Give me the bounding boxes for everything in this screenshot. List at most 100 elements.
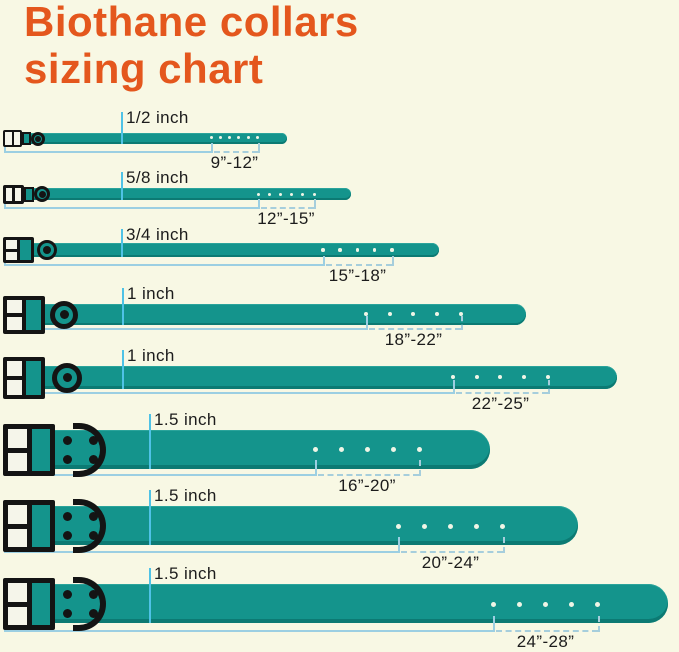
width-label: 3/4 inch	[126, 225, 189, 244]
size-range-label: 18”-22”	[384, 330, 443, 349]
page-title: Biothane collars sizing chart	[24, 0, 359, 92]
buckle-strap-channel	[26, 361, 41, 395]
collar-hole	[458, 312, 463, 316]
bracket-mid-tick	[493, 616, 495, 632]
width-label: 1 inch	[127, 346, 175, 365]
collar-hole	[338, 248, 342, 252]
buckle-window	[6, 251, 17, 260]
collar-strap	[5, 133, 287, 144]
bracket-mid-tick	[211, 143, 213, 153]
buckle-frame	[3, 578, 55, 630]
bracket-solid-line	[4, 207, 258, 209]
ring-pin-dot	[63, 373, 72, 382]
width-label: 1.5 inch	[154, 410, 217, 429]
bracket-dashed-line	[456, 392, 548, 394]
buckle-window	[8, 452, 27, 471]
buckle-frame	[3, 424, 55, 476]
size-range-label: 12”-15”	[257, 209, 315, 228]
collar-hole	[542, 601, 548, 607]
buckle-strap-channel	[20, 240, 31, 260]
collar-hole	[390, 248, 394, 252]
collar-hole	[209, 135, 213, 139]
bracket-mid-tick	[366, 316, 368, 330]
bracket-dashed-tick	[314, 199, 316, 209]
rivet	[62, 589, 72, 599]
size-range-label: 16”-20”	[338, 476, 396, 495]
d-ring	[73, 499, 106, 553]
buckle-window	[15, 188, 21, 201]
width-tick	[121, 229, 123, 257]
collar-hole	[411, 312, 416, 316]
rivet	[62, 435, 72, 445]
collar-hole	[321, 248, 325, 252]
buckle-frame	[3, 185, 24, 204]
width-tick	[121, 172, 123, 200]
buckle-frame	[3, 296, 45, 334]
bracket-dashed-line	[261, 207, 314, 209]
buckle-strap-channel	[32, 505, 50, 547]
collar-hole	[500, 523, 506, 529]
ring-pin-dot	[35, 136, 41, 142]
collar-hole	[372, 248, 377, 252]
ring-pin-dot	[39, 191, 46, 198]
collar-hole	[218, 135, 222, 139]
buckle-window	[8, 583, 27, 602]
d-ring	[73, 423, 106, 477]
collar-hole	[355, 248, 360, 252]
collar-hole	[545, 375, 550, 379]
width-label: 1 inch	[127, 284, 175, 303]
buckle-window	[6, 240, 17, 249]
bracket-dashed-tick	[392, 256, 394, 266]
collar-hole	[228, 135, 232, 139]
width-label: 1.5 inch	[154, 486, 217, 505]
bracket-dashed-line	[369, 328, 461, 330]
bracket-mid-tick	[258, 199, 260, 209]
buckle-window	[7, 317, 22, 330]
collar-hole	[364, 312, 368, 316]
strap-keeper	[22, 132, 31, 145]
collar-hole	[474, 523, 480, 529]
width-tick	[149, 490, 151, 545]
collar-hole	[387, 312, 392, 316]
collar-hole	[416, 446, 422, 452]
collar-hole	[256, 192, 260, 196]
bracket-dashed-tick	[548, 380, 550, 394]
buckle-frame	[3, 357, 45, 399]
collar-strap	[5, 584, 668, 623]
collar-hole	[435, 312, 440, 316]
bracket-dashed-tick	[461, 316, 463, 330]
collar-strap	[5, 243, 439, 257]
bracket-solid-line	[4, 151, 211, 153]
buckle-window	[7, 380, 22, 395]
bracket-solid-line	[4, 392, 453, 394]
collar-hole	[278, 192, 282, 196]
collar-hole	[246, 135, 250, 139]
collar-strap	[5, 304, 526, 325]
collar-hole	[490, 601, 496, 607]
bracket-solid-line	[4, 328, 366, 330]
collar-hole	[395, 523, 401, 529]
collar-hole	[498, 375, 503, 379]
buckle-strap-channel	[32, 429, 50, 471]
rivet	[62, 454, 72, 464]
buckle-frame	[3, 500, 55, 552]
bracket-solid-line	[4, 630, 493, 632]
width-label: 5/8 inch	[126, 168, 189, 187]
collar-hole	[474, 375, 479, 379]
width-tick	[122, 288, 124, 325]
size-range-label: 24”-28”	[516, 632, 575, 651]
collar-hole	[569, 601, 575, 607]
width-tick	[121, 112, 123, 144]
bracket-dashed-line	[401, 551, 503, 553]
width-label: 1.5 inch	[154, 564, 217, 583]
bracket-mid-tick	[323, 256, 325, 266]
bracket-mid-tick	[453, 380, 455, 394]
rivet	[62, 511, 72, 521]
